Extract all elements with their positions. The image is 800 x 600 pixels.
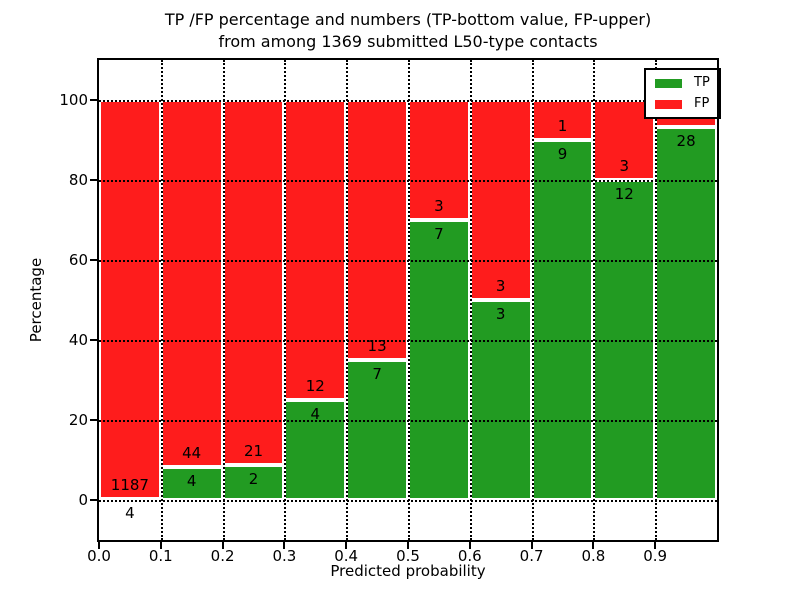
gridline-vertical bbox=[531, 60, 534, 540]
x-tick-label: 0.2 bbox=[210, 547, 235, 565]
fp-swatch-icon bbox=[655, 99, 682, 109]
bar-count-label-tp: 12 bbox=[614, 185, 634, 203]
y-tick-label: 60 bbox=[68, 251, 88, 269]
x-tick-mark bbox=[407, 542, 409, 549]
x-tick-label: 0.7 bbox=[519, 547, 544, 565]
y-tick-mark bbox=[90, 259, 97, 261]
bar-count-label-tp: 2 bbox=[248, 470, 259, 489]
bar-count-label-tp: 7 bbox=[372, 365, 382, 383]
legend: TP FP bbox=[644, 68, 721, 119]
bar-segment-tp bbox=[469, 300, 532, 500]
x-tick-mark bbox=[159, 542, 162, 549]
bar-count-label-fp: 1 bbox=[557, 117, 568, 135]
gridline-vertical bbox=[655, 60, 658, 540]
gridline-vertical bbox=[408, 60, 410, 540]
bar-count-label-fp: 13 bbox=[367, 337, 387, 355]
y-tick-label: 40 bbox=[68, 331, 88, 349]
bar-count-label-fp: 21 bbox=[243, 442, 264, 461]
bar-count-label-tp: 4 bbox=[125, 503, 135, 522]
legend-label-fp: FP bbox=[694, 96, 710, 111]
bar-segment-fp bbox=[284, 100, 347, 400]
bar-count-label-fp: 44 bbox=[182, 443, 202, 462]
x-tick-mark bbox=[592, 542, 595, 549]
gridline-vertical bbox=[593, 60, 596, 540]
gridline-vertical bbox=[222, 60, 225, 540]
y-tick-mark bbox=[90, 99, 97, 101]
x-tick-label: 0.0 bbox=[87, 547, 111, 565]
x-tick-mark bbox=[654, 542, 657, 549]
x-tick-mark bbox=[468, 542, 471, 549]
x-tick-mark bbox=[530, 542, 533, 549]
x-tick-label: 0.1 bbox=[148, 547, 173, 565]
bar-segment-tp bbox=[531, 140, 594, 500]
x-axis-label: Predicted probability bbox=[330, 562, 486, 580]
x-tick-mark bbox=[283, 542, 286, 549]
gridline-vertical bbox=[346, 60, 349, 540]
chart-title: TP /FP percentage and numbers (TP-bottom… bbox=[99, 9, 717, 53]
bar-count-label-tp: 9 bbox=[557, 145, 568, 163]
bar-count-label-fp: 3 bbox=[434, 197, 444, 215]
bar-segment-fp bbox=[160, 100, 223, 467]
x-tick-label: 0.8 bbox=[581, 547, 606, 565]
x-tick-mark bbox=[98, 542, 100, 549]
bar-count-label-fp: 3 bbox=[619, 157, 630, 175]
bar-count-label-fp: 3 bbox=[495, 277, 506, 295]
bar-segment-tp bbox=[655, 126, 717, 500]
x-tick-mark bbox=[221, 542, 224, 549]
y-tick-label: 80 bbox=[68, 171, 88, 189]
bar-segment-fp bbox=[222, 100, 285, 466]
chart-title-line1: TP /FP percentage and numbers (TP-bottom… bbox=[164, 10, 652, 29]
x-tick-label: 0.3 bbox=[272, 547, 297, 565]
legend-item-tp: TP bbox=[655, 76, 710, 90]
y-tick-label: 0 bbox=[78, 491, 88, 509]
legend-item-fp: FP bbox=[655, 97, 710, 111]
bar-segment-fp bbox=[346, 100, 408, 360]
gridline-vertical bbox=[284, 60, 287, 540]
y-axis-label: Percentage bbox=[27, 257, 45, 343]
y-tick-mark bbox=[90, 179, 97, 181]
plot-area: 11874444212124137373319312228 TP FP bbox=[97, 58, 721, 542]
x-tick-label: 0.4 bbox=[334, 547, 359, 565]
y-tick-label: 100 bbox=[59, 91, 88, 109]
x-tick-mark bbox=[345, 542, 348, 549]
legend-label-tp: TP bbox=[694, 75, 710, 90]
gridline-vertical bbox=[469, 60, 472, 540]
bar-segment-fp bbox=[99, 100, 161, 499]
y-tick-mark bbox=[90, 419, 97, 421]
tp-swatch-icon bbox=[655, 78, 682, 88]
bar-count-label-tp: 4 bbox=[186, 471, 197, 490]
bar-segment-tp bbox=[284, 400, 347, 500]
bar-segment-tp bbox=[408, 220, 470, 500]
chart-title-line2: from among 1369 submitted L50-type conta… bbox=[218, 32, 598, 51]
bar-count-label-tp: 4 bbox=[310, 405, 321, 423]
y-tick-label: 20 bbox=[68, 411, 88, 429]
y-tick-mark bbox=[90, 499, 97, 501]
bar-segment-fp bbox=[469, 100, 532, 300]
bar-count-label-tp: 7 bbox=[434, 225, 444, 243]
x-tick-label: 0.6 bbox=[457, 547, 482, 565]
x-tick-label: 0.9 bbox=[643, 547, 668, 565]
bar-segment-tp bbox=[160, 466, 223, 500]
bar-count-label-tp: 28 bbox=[676, 131, 696, 150]
bar-count-label-fp: 1187 bbox=[110, 475, 149, 494]
bar-count-label-tp: 3 bbox=[495, 305, 506, 323]
bar-count-label-fp: 12 bbox=[305, 377, 325, 395]
x-tick-label: 0.5 bbox=[396, 547, 420, 565]
bar-segment-tp bbox=[346, 360, 408, 500]
y-tick-mark bbox=[90, 339, 97, 341]
gridline-vertical bbox=[160, 60, 163, 540]
